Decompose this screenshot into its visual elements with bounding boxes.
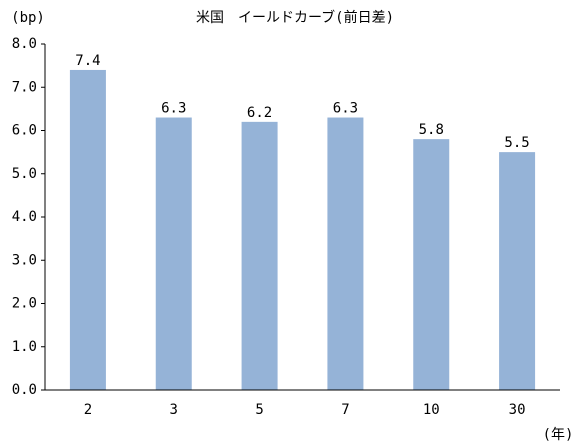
data-label: 7.4 xyxy=(75,53,100,69)
y-tick-label: 1.0 xyxy=(12,339,37,355)
bar xyxy=(499,152,536,390)
y-tick-label: 6.0 xyxy=(12,123,37,139)
data-label: 5.8 xyxy=(419,122,444,138)
data-label: 5.5 xyxy=(504,135,529,151)
x-tick-label: 2 xyxy=(84,402,92,418)
y-axis-label: (bp) xyxy=(11,10,45,26)
x-tick-label: 10 xyxy=(423,402,440,418)
x-axis-label: (年) xyxy=(543,427,574,443)
y-tick-label: 3.0 xyxy=(12,252,37,268)
y-tick-label: 7.0 xyxy=(12,79,37,95)
y-tick-label: 2.0 xyxy=(12,296,37,312)
data-label: 6.2 xyxy=(247,105,272,121)
bar xyxy=(413,139,450,390)
chart-title: 米国 イールドカーブ(前日差) xyxy=(196,9,394,26)
bar xyxy=(241,121,278,390)
x-tick-label: 5 xyxy=(255,402,263,418)
data-label: 6.3 xyxy=(333,101,358,117)
y-tick-label: 0.0 xyxy=(12,382,37,398)
data-label: 6.3 xyxy=(161,101,186,117)
y-tick-label: 8.0 xyxy=(12,36,37,52)
bar xyxy=(327,117,364,391)
x-tick-label: 30 xyxy=(509,402,526,418)
bar xyxy=(69,69,106,390)
bar xyxy=(155,117,192,391)
x-tick-label: 3 xyxy=(170,402,178,418)
x-tick-label: 7 xyxy=(341,402,349,418)
y-tick-label: 5.0 xyxy=(12,166,37,182)
y-tick-label: 4.0 xyxy=(12,209,37,225)
